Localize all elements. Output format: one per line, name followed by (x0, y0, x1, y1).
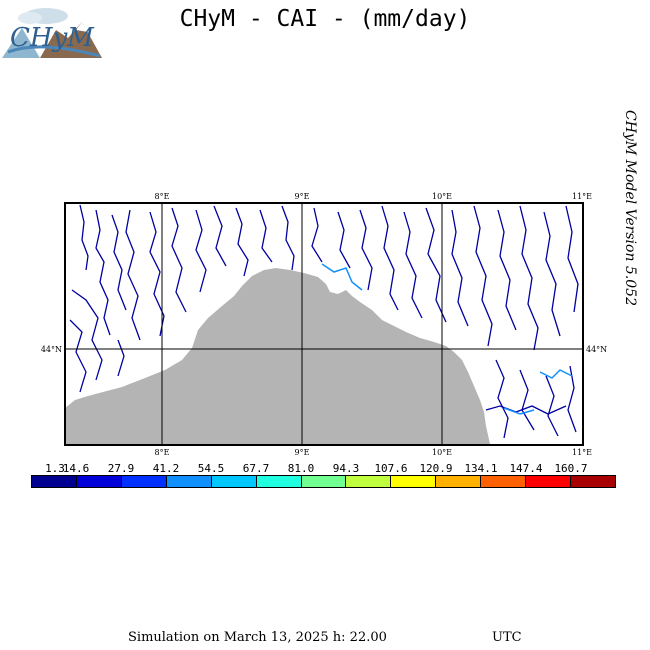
legend-color-box (76, 476, 122, 487)
lon-tick-bottom: 10°E (432, 448, 452, 457)
simulation-time: Simulation on March 13, 2025 h: 22.00 (128, 630, 387, 645)
lat-tick-right: 44°N (586, 345, 607, 354)
map-gridlines (65, 203, 583, 445)
legend-color-box (436, 476, 482, 487)
legend-value: 27.9 (107, 462, 135, 475)
lon-tick-bottom: 9°E (295, 448, 310, 457)
legend-value: 147.4 (509, 462, 543, 475)
legend-value: 41.2 (152, 462, 180, 475)
lon-tick-top: 8°E (155, 192, 170, 201)
legend-labels: 1.3 14.6 27.9 41.2 54.5 67.7 81.0 94.3 107.6 120.… (0, 462, 650, 476)
model-version-label: CHyM Model Version 5.052 (622, 110, 638, 306)
legend-color-box (121, 476, 167, 487)
legend-color-box (211, 476, 257, 487)
legend-value: 120.9 (419, 462, 453, 475)
legend-value: 1.3 (45, 462, 65, 475)
river-network (69, 204, 579, 439)
lon-tick-bottom: 11°E (572, 448, 592, 457)
legend-color-box (166, 476, 212, 487)
logo-text: CHyM (10, 23, 95, 53)
timezone-label: UTC (492, 630, 522, 645)
legend-color-box (256, 476, 302, 487)
legend-color-box (301, 476, 347, 487)
legend-color-box (481, 476, 527, 487)
legend-value: 107.6 (374, 462, 408, 475)
lon-tick-top: 11°E (572, 192, 592, 201)
legend-color-box (346, 476, 392, 487)
legend-value: 134.1 (464, 462, 498, 475)
legend-value: 81.0 (287, 462, 315, 475)
map-frame (64, 202, 584, 446)
legend-color-box (391, 476, 437, 487)
legend-color-box (32, 476, 77, 487)
river-network-high (321, 263, 573, 415)
legend-value: 160.7 (554, 462, 588, 475)
lon-tick-bottom: 8°E (155, 448, 170, 457)
lon-tick-top: 10°E (432, 192, 452, 201)
legend-value: 14.6 (62, 462, 90, 475)
chym-logo: CHyM (0, 0, 104, 60)
lon-tick-top: 9°E (295, 192, 310, 201)
legend-value: 54.5 (197, 462, 225, 475)
legend-value: 94.3 (332, 462, 360, 475)
legend-color-box (571, 476, 615, 487)
map-sea (65, 268, 490, 444)
legend-value: 67.7 (242, 462, 270, 475)
page-title: CHyM - CAI - (mm/day) (179, 6, 471, 32)
lat-tick-left: 44°N (41, 345, 62, 354)
legend-color-box (526, 476, 572, 487)
legend-colorbar (31, 475, 616, 488)
